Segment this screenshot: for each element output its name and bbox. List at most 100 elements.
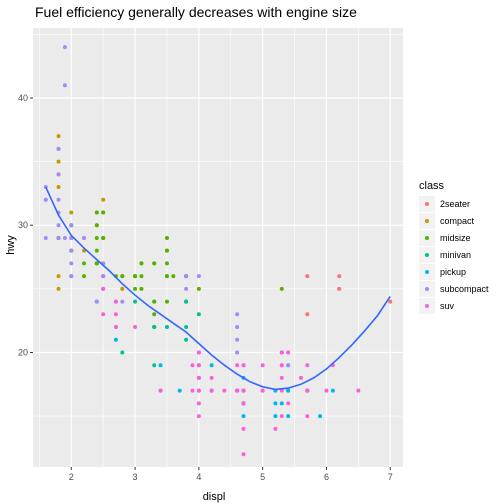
data-point (330, 388, 335, 393)
chart-title: Fuel efficiency generally decreases with… (35, 4, 357, 20)
legend-key-point (425, 287, 429, 291)
data-point (324, 388, 329, 393)
data-point (318, 414, 323, 419)
x-tick-label: 6 (324, 472, 329, 482)
data-point (241, 426, 246, 431)
data-point (101, 274, 106, 279)
data-point (101, 312, 106, 317)
data-point (62, 235, 67, 240)
x-tick-label: 5 (260, 472, 265, 482)
data-point (164, 261, 169, 266)
data-point (260, 388, 265, 393)
data-point (190, 388, 195, 393)
data-point (94, 223, 99, 228)
data-point (196, 388, 201, 393)
data-point (133, 286, 138, 291)
data-point (120, 299, 125, 304)
data-point (43, 197, 48, 202)
data-point (286, 363, 291, 368)
data-point (152, 312, 157, 317)
data-point (56, 197, 61, 202)
data-point (139, 274, 144, 279)
data-point (158, 388, 163, 393)
data-point (196, 286, 201, 291)
y-tick-label: 40 (18, 93, 28, 103)
data-point (273, 401, 278, 406)
data-point (388, 299, 393, 304)
data-point (152, 325, 157, 330)
data-point (305, 388, 310, 393)
data-point (305, 414, 310, 419)
data-point (101, 197, 106, 202)
data-point (260, 363, 265, 368)
y-tick-label: 20 (18, 347, 28, 357)
legend-key-point (425, 202, 429, 206)
legend-label: compact (440, 216, 475, 226)
data-point (56, 185, 61, 190)
legend-label: 2seater (440, 199, 470, 209)
data-point (235, 337, 240, 342)
data-point (82, 274, 87, 279)
legend-item-minivan: minivan (419, 247, 471, 263)
data-point (286, 401, 291, 406)
scatter-points (43, 45, 393, 457)
series-suv (101, 286, 361, 457)
data-point (164, 235, 169, 240)
data-point (56, 159, 61, 164)
y-axis-ticks: 20 30 40 (18, 93, 33, 357)
data-point (152, 299, 157, 304)
data-point (279, 363, 284, 368)
data-point (164, 325, 169, 330)
series-minivan (94, 299, 201, 368)
data-point (184, 286, 189, 291)
data-point (241, 452, 246, 457)
data-point (69, 261, 74, 266)
data-point (286, 350, 291, 355)
data-point (120, 350, 125, 355)
data-point (56, 134, 61, 139)
data-point (286, 414, 291, 419)
data-point (184, 299, 189, 304)
data-point (235, 325, 240, 330)
y-tick-label: 30 (18, 220, 28, 230)
data-point (101, 286, 106, 291)
data-point (209, 388, 214, 393)
data-point (241, 414, 246, 419)
data-point (235, 350, 240, 355)
data-point (94, 210, 99, 215)
data-point (82, 235, 87, 240)
series-2seater (305, 274, 393, 317)
data-point (82, 261, 87, 266)
minor-grid (33, 28, 403, 467)
data-point (152, 363, 157, 368)
data-point (69, 210, 74, 215)
data-point (298, 375, 303, 380)
data-point (94, 299, 99, 304)
data-point (62, 45, 67, 50)
y-axis-title: hwy (5, 235, 17, 255)
data-point (337, 274, 342, 279)
data-point (133, 274, 138, 279)
x-tick-label: 7 (388, 472, 393, 482)
data-point (235, 363, 240, 368)
data-point (273, 414, 278, 419)
data-point (279, 375, 284, 380)
data-point (113, 325, 118, 330)
plot-panel (33, 28, 403, 467)
data-point (56, 172, 61, 177)
data-point (279, 414, 284, 419)
data-point (196, 414, 201, 419)
data-point (241, 401, 246, 406)
data-point (279, 401, 284, 406)
legend-item-compact: compact (419, 213, 475, 229)
data-point (222, 388, 227, 393)
data-point (209, 363, 214, 368)
data-point (164, 274, 169, 279)
data-point (184, 337, 189, 342)
data-point (69, 223, 74, 228)
data-point (235, 388, 240, 393)
legend-label: pickup (440, 267, 466, 277)
data-point (133, 325, 138, 330)
smooth-trend-line (45, 186, 391, 391)
